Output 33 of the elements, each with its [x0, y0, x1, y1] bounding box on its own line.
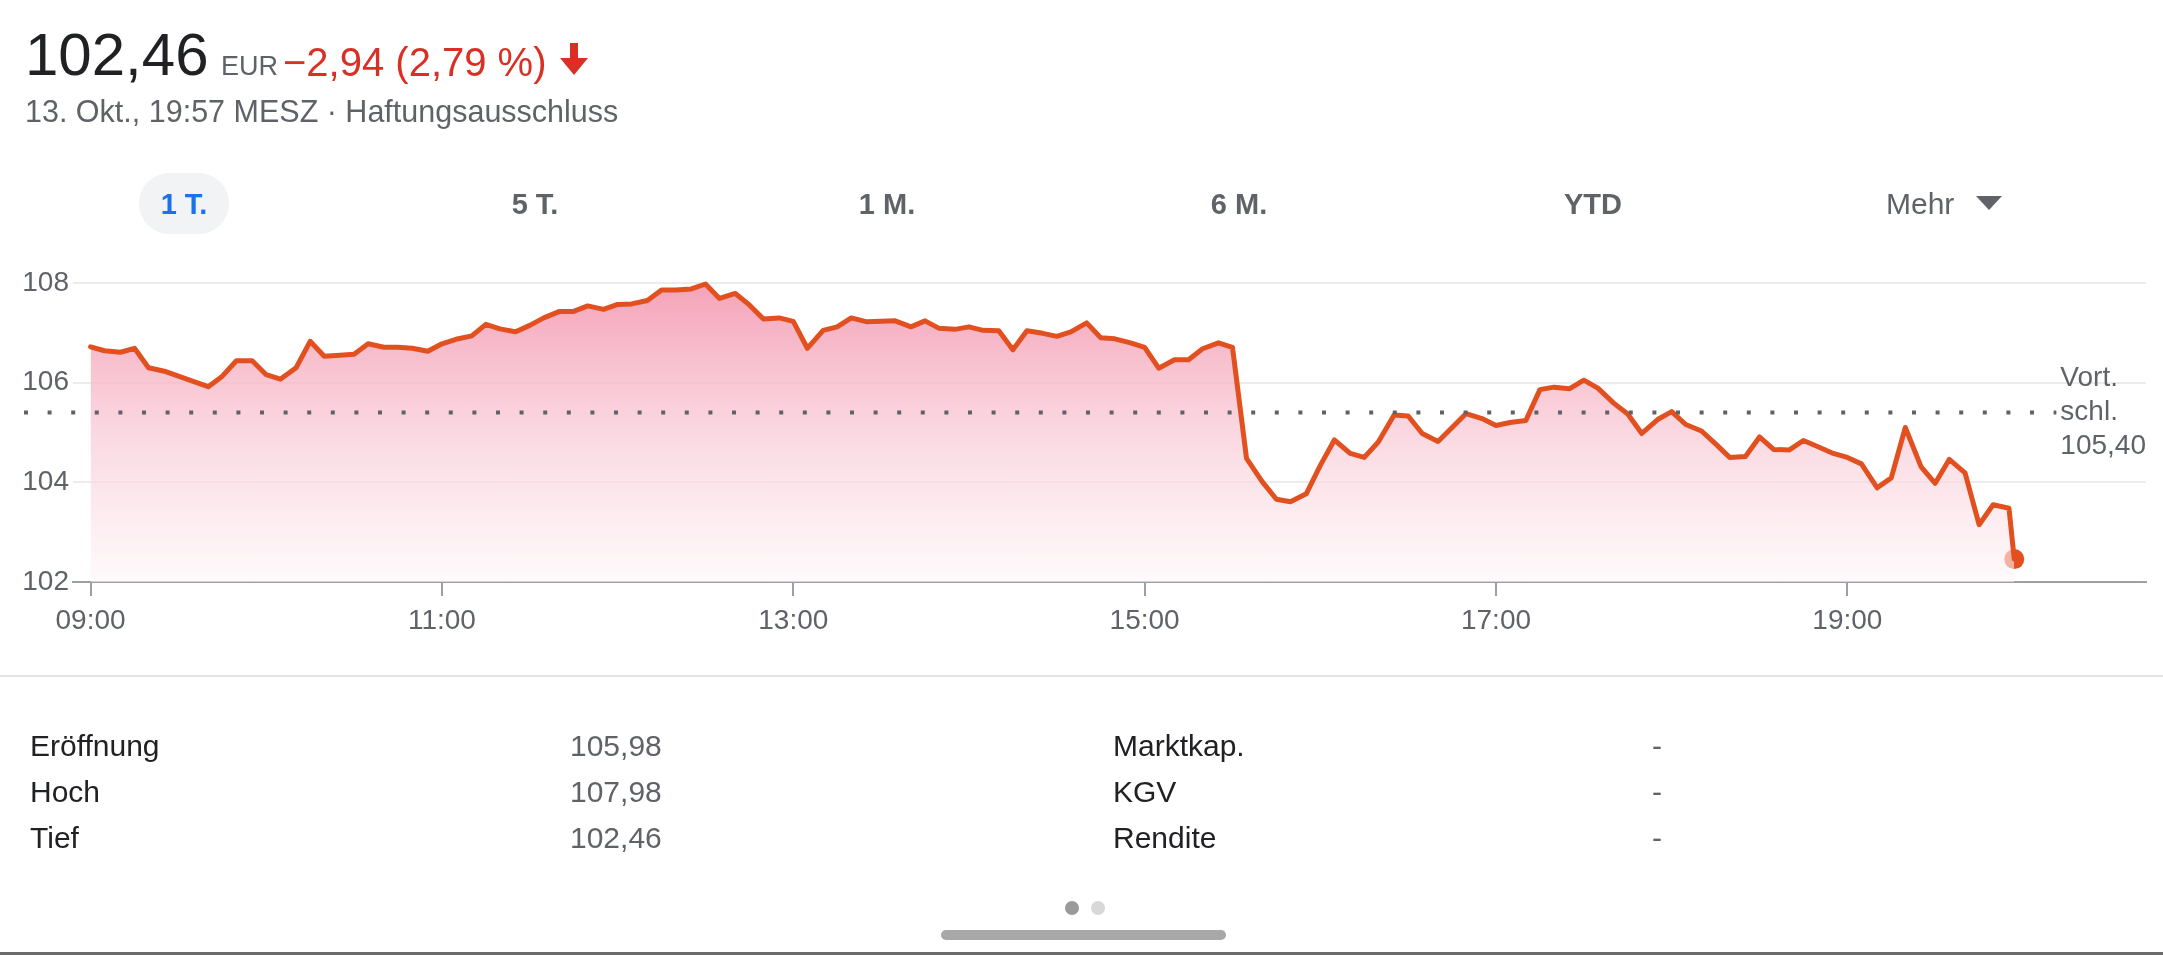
text: 1 M. — [858, 187, 916, 220]
text: - — [1652, 821, 1662, 854]
text: Eröffnung — [30, 729, 160, 762]
text: 102,46 — [570, 821, 662, 854]
text: EUR — [221, 51, 279, 81]
x-tick-label: 17:00 — [1460, 603, 1532, 635]
y-tick-label: 106 — [22, 365, 69, 397]
text: KGV — [1113, 775, 1177, 808]
y-tick-label: 108 — [22, 265, 69, 297]
text: 105,98 — [570, 729, 662, 762]
text: 5 T. — [511, 187, 559, 220]
x-tick-label: 09:00 — [55, 603, 126, 635]
text: Mehr — [1886, 187, 1955, 220]
text: Tief — [30, 821, 79, 854]
text: YTD — [1564, 187, 1622, 220]
y-tick-label: 104 — [22, 465, 69, 497]
x-tick-label: 15:00 — [1109, 603, 1180, 635]
x-tick-label: 19:00 — [1812, 603, 1883, 635]
chart-title: 102,46 — [25, 21, 209, 88]
text: Marktkap. — [1113, 729, 1245, 762]
text: - — [1652, 729, 1662, 762]
text: 6 M. — [1210, 187, 1268, 220]
text: Hoch — [30, 775, 101, 808]
chart-subtitle: 13. Okt., 19:57 MESZ · Haftungsausschluss — [25, 94, 619, 128]
ref-line-label: Vort. schl. 105,40 — [2060, 361, 2146, 461]
text: - — [1652, 775, 1662, 808]
x-tick-label: 11:00 — [407, 603, 476, 635]
text: 1 T. — [160, 187, 208, 220]
x-tick-label: 13:00 — [758, 603, 829, 635]
text: 107,98 — [570, 775, 662, 808]
text: Rendite — [1113, 821, 1217, 854]
y-tick-label: 102 — [22, 564, 69, 596]
text: −2,94 (2,79 %) — [283, 40, 547, 84]
